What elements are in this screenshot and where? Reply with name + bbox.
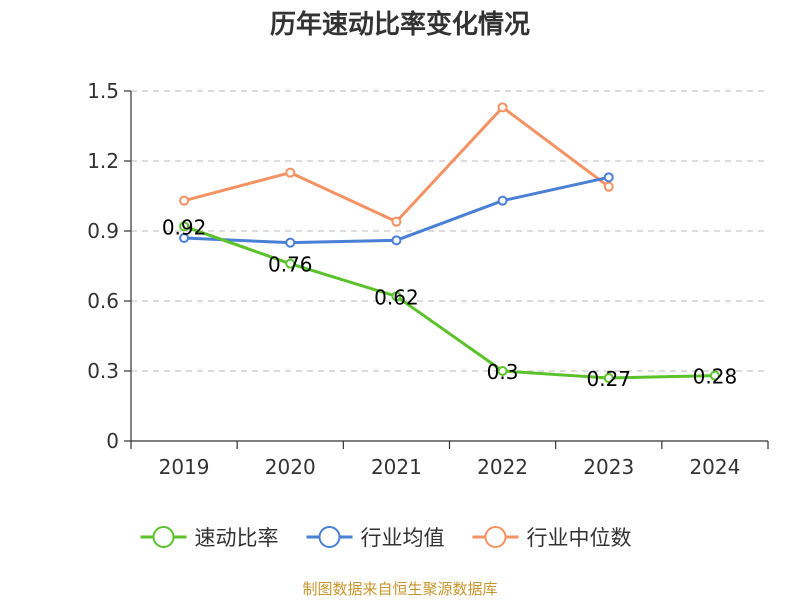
data-point[interactable]: [497, 195, 508, 206]
y-tick-label: 0.9: [87, 219, 119, 243]
data-point[interactable]: [391, 235, 402, 246]
data-point[interactable]: [603, 181, 614, 192]
legend: 速动比率 行业均值 行业中位数: [140, 526, 632, 550]
x-tick-label: 2020: [265, 455, 316, 479]
series-line: [183, 224, 715, 380]
data-point[interactable]: [709, 370, 720, 381]
grid-lines: [131, 90, 768, 372]
data-point[interactable]: [179, 233, 190, 243]
legend-item[interactable]: 行业中位数: [472, 526, 632, 550]
data-point[interactable]: [391, 216, 402, 227]
data-label: 0.28: [693, 365, 738, 389]
series-line: [184, 175, 610, 245]
data-point[interactable]: [391, 291, 402, 302]
y-tick-label: 1.2: [87, 149, 119, 173]
data-label: 0.62: [374, 285, 419, 309]
x-tick-label: 2021: [371, 455, 422, 479]
data-point[interactable]: [497, 102, 508, 113]
series-line: [183, 105, 610, 224]
series: [179, 102, 720, 383]
x-tick-label: 2024: [689, 455, 740, 479]
legend-label: 行业中位数: [527, 526, 632, 550]
data-label: 0.76: [268, 253, 313, 277]
legend-marker: [152, 526, 175, 548]
legend-label: 行业均值: [361, 526, 445, 550]
legend-item[interactable]: 行业均值: [306, 526, 445, 550]
data-point[interactable]: [285, 258, 296, 269]
legend-marker: [318, 526, 341, 548]
y-tick-label: 0: [106, 429, 119, 453]
data-labels: 0.92 0.76 0.62 0.3 0.27 0.28: [162, 215, 737, 391]
legend-item[interactable]: 速动比率: [140, 526, 279, 550]
x-tick-label: 2023: [583, 455, 634, 479]
x-tick-label: 2022: [477, 455, 528, 479]
data-point[interactable]: [179, 221, 190, 232]
data-point[interactable]: [603, 172, 614, 183]
axes: 0 0.3 0.6 0.9 1.2 1.5 2019 2020 2021 2022 2023 2024: [87, 79, 769, 479]
data-source-note: 制图数据来自恒生聚源数据库: [302, 580, 498, 598]
y-tick-label: 1.5: [87, 79, 119, 103]
data-label: 0.92: [162, 215, 207, 239]
legend-label: 速动比率: [195, 526, 279, 550]
y-tick-label: 0.3: [87, 359, 119, 383]
x-tick-label: 2019: [159, 455, 210, 479]
y-tick-label: 0.6: [87, 289, 119, 313]
data-label: 0.27: [586, 367, 631, 391]
data-label: 0.3: [487, 360, 519, 384]
chart-title: 历年速动比率变化情况: [269, 10, 530, 40]
legend-marker: [484, 526, 507, 548]
data-point[interactable]: [179, 195, 190, 206]
data-point[interactable]: [497, 366, 508, 376]
data-point[interactable]: [285, 237, 296, 248]
data-point[interactable]: [285, 167, 296, 178]
data-point[interactable]: [603, 373, 614, 383]
